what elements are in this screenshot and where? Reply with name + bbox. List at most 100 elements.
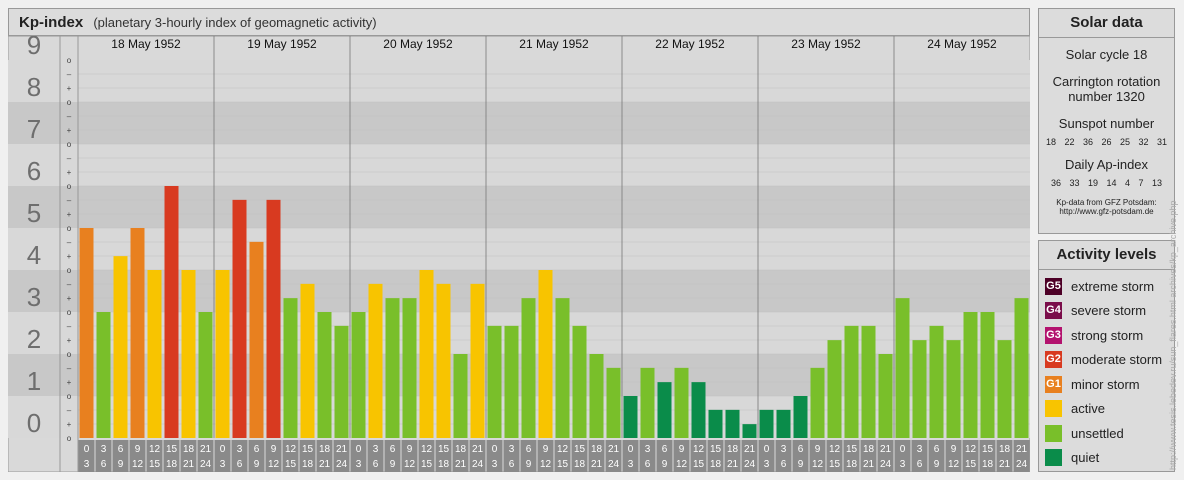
interval-start-label: 21 [472,444,484,455]
interval-cell [401,440,418,472]
minor-tick-mark: + [67,84,72,93]
interval-cell [214,440,231,472]
interval-start-label: 18 [999,444,1011,455]
interval-start-label: 6 [934,444,940,455]
interval-cell [299,440,316,472]
interval-start-label: 12 [693,444,705,455]
kp-bar [640,367,655,438]
interval-cell [129,440,146,472]
interval-end-label: 9 [390,459,396,470]
interval-cell [282,440,299,472]
interval-start-label: 15 [846,444,858,455]
interval-start-label: 0 [220,444,226,455]
interval-cell [571,440,588,472]
kp-bar [266,199,281,438]
kp-bar [147,270,162,438]
interval-end-label: 15 [149,459,161,470]
kp-bar [572,325,587,438]
interval-start-label: 6 [390,444,396,455]
interval-start-label: 0 [356,444,362,455]
minor-tick-mark: + [67,168,72,177]
interval-end-label: 15 [965,459,977,470]
interval-cell [877,440,894,472]
interval-cell [962,440,979,472]
interval-start-label: 18 [727,444,739,455]
interval-start-label: 21 [200,444,212,455]
interval-start-label: 18 [319,444,331,455]
kp-bar [793,396,808,438]
interval-cell [826,440,843,472]
y-tick-label: 6 [27,156,41,186]
interval-cell [163,440,180,472]
minor-tick-mark: – [67,196,72,205]
interval-cell [656,440,673,472]
interval-start-label: 0 [900,444,906,455]
interval-end-label: 3 [84,459,90,470]
solar-data-title: Solar data [1039,9,1174,38]
kp-bar [96,312,111,438]
interval-end-label: 6 [781,459,787,470]
carrington-line2: number 1320 [1068,89,1145,104]
legend-item-strong-storm: G3 strong storm [1039,323,1174,348]
interval-end-label: 6 [917,459,923,470]
kp-bar [1014,298,1029,438]
kp-band [8,186,1030,228]
interval-start-label: 9 [135,444,141,455]
interval-cell [775,440,792,472]
kp-bar [368,283,383,438]
interval-start-label: 3 [373,444,379,455]
legend-label: minor storm [1071,376,1140,392]
sunspot-values: 18 22 36 26 25 32 31 [1045,137,1168,147]
interval-end-label: 3 [492,459,498,470]
interval-start-label: 0 [84,444,90,455]
interval-cell [996,440,1013,472]
interval-end-label: 3 [628,459,634,470]
minor-tick-mark: + [67,420,72,429]
minor-tick-mark: o [67,182,72,191]
minor-tick-mark: + [67,252,72,261]
minor-tick-mark: o [67,140,72,149]
kp-bar [283,298,298,438]
interval-end-label: 21 [863,459,875,470]
kp-bar [130,228,145,438]
kp-bar [657,382,672,438]
minor-tick-mark: o [67,392,72,401]
interval-cell [605,440,622,472]
minor-tick-mark: – [67,280,72,289]
minor-tick-mark: + [67,210,72,219]
interval-start-label: 0 [492,444,498,455]
interval-end-label: 21 [319,459,331,470]
interval-start-label: 6 [526,444,532,455]
day-label: 23 May 1952 [791,37,861,51]
interval-start-label: 21 [1016,444,1028,455]
interval-start-label: 15 [574,444,586,455]
y-tick-label: 1 [27,366,41,396]
activity-levels-panel: Activity levels G5 extreme storm G4 severe … [1038,240,1175,472]
interval-start-label: 21 [744,444,756,455]
ap-values: 36 33 19 14 4 7 13 [1050,178,1163,188]
interval-end-label: 12 [676,459,688,470]
legend-item-moderate-storm: G2 moderate storm [1039,348,1174,373]
kp-bar [708,409,723,438]
interval-start-label: 3 [509,444,515,455]
y-tick-label: 7 [27,114,41,144]
interval-cell [928,440,945,472]
day-label: 18 May 1952 [111,37,181,51]
interval-cell [265,440,282,472]
interval-end-label: 24 [472,459,484,470]
kp-bar [164,186,179,438]
solar-data-panel: Solar data Solar cycle 18 Carrington rot… [1038,8,1175,234]
minor-tick-mark: o [67,308,72,317]
minor-tick-mark: – [67,70,72,79]
source-link[interactable]: http://www.gfz-potsdam.de [1059,207,1154,216]
kp-bar [980,312,995,438]
interval-start-label: 9 [407,444,413,455]
interval-end-label: 18 [982,459,994,470]
legend-label: moderate storm [1071,352,1163,368]
kp-bar [742,424,757,438]
interval-cell [146,440,163,472]
kp-bar [521,298,536,438]
interval-cell [503,440,520,472]
source-line1: Kp-data from GFZ Potsdam: [1056,198,1157,207]
interval-end-label: 6 [101,459,107,470]
